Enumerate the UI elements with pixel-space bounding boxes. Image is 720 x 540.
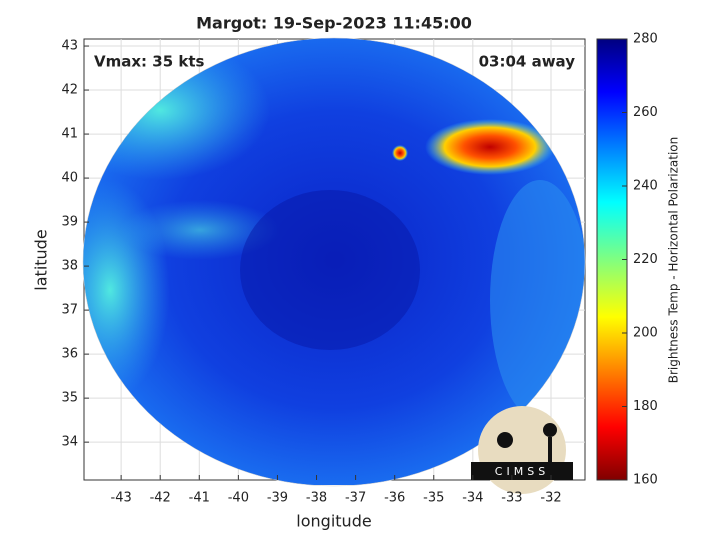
x-tick-label: -33 [501,491,522,506]
y-tick-label: 42 [61,83,78,98]
x-tick-label: -43 [111,491,132,506]
chart-title: Margot: 19-Sep-2023 11:45:00 [196,14,472,33]
logo: CIMSS [471,406,573,494]
y-tick-label: 38 [61,259,78,274]
colorbar-tick-label: 160 [633,473,658,488]
y-tick-label: 34 [61,435,78,450]
logo-text: CIMSS [495,465,549,478]
x-tick-label: -39 [267,491,288,506]
y-tick-label: 35 [61,391,78,406]
x-tick-label: -38 [306,491,327,506]
x-tick-label: -32 [540,491,561,506]
x-tick-label: -41 [189,491,210,506]
colorbar-tick-label: 260 [633,105,658,120]
colorbar-tick-label: 220 [633,252,658,267]
y-tick-label: 43 [61,39,78,54]
colorbar-tick-label: 200 [633,326,658,341]
x-tick-label: -34 [462,491,483,506]
annotation: Vmax: 35 kts [94,53,204,71]
x-tick-label: -40 [228,491,249,506]
colorbar-tick-label: 240 [633,179,658,194]
y-tick-label: 37 [61,303,78,318]
y-tick-label: 41 [61,127,78,142]
x-tick-label: -37 [345,491,366,506]
x-tick-label: -42 [150,491,171,506]
annotation: 03:04 away [479,53,576,71]
x-axis-label: longitude [296,512,371,531]
x-tick-label: -36 [384,491,405,506]
y-tick-label: 39 [61,215,78,230]
colorbar-label: Brightness Temp - Horizontal Polarizatio… [667,137,681,384]
colorbar-tick-label: 280 [633,32,658,47]
y-tick-label: 36 [61,347,78,362]
y-axis-label: latitude [32,229,51,290]
colorbar-tick-label: 180 [633,399,658,414]
y-tick-label: 40 [61,171,78,186]
x-tick-label: -35 [423,491,444,506]
